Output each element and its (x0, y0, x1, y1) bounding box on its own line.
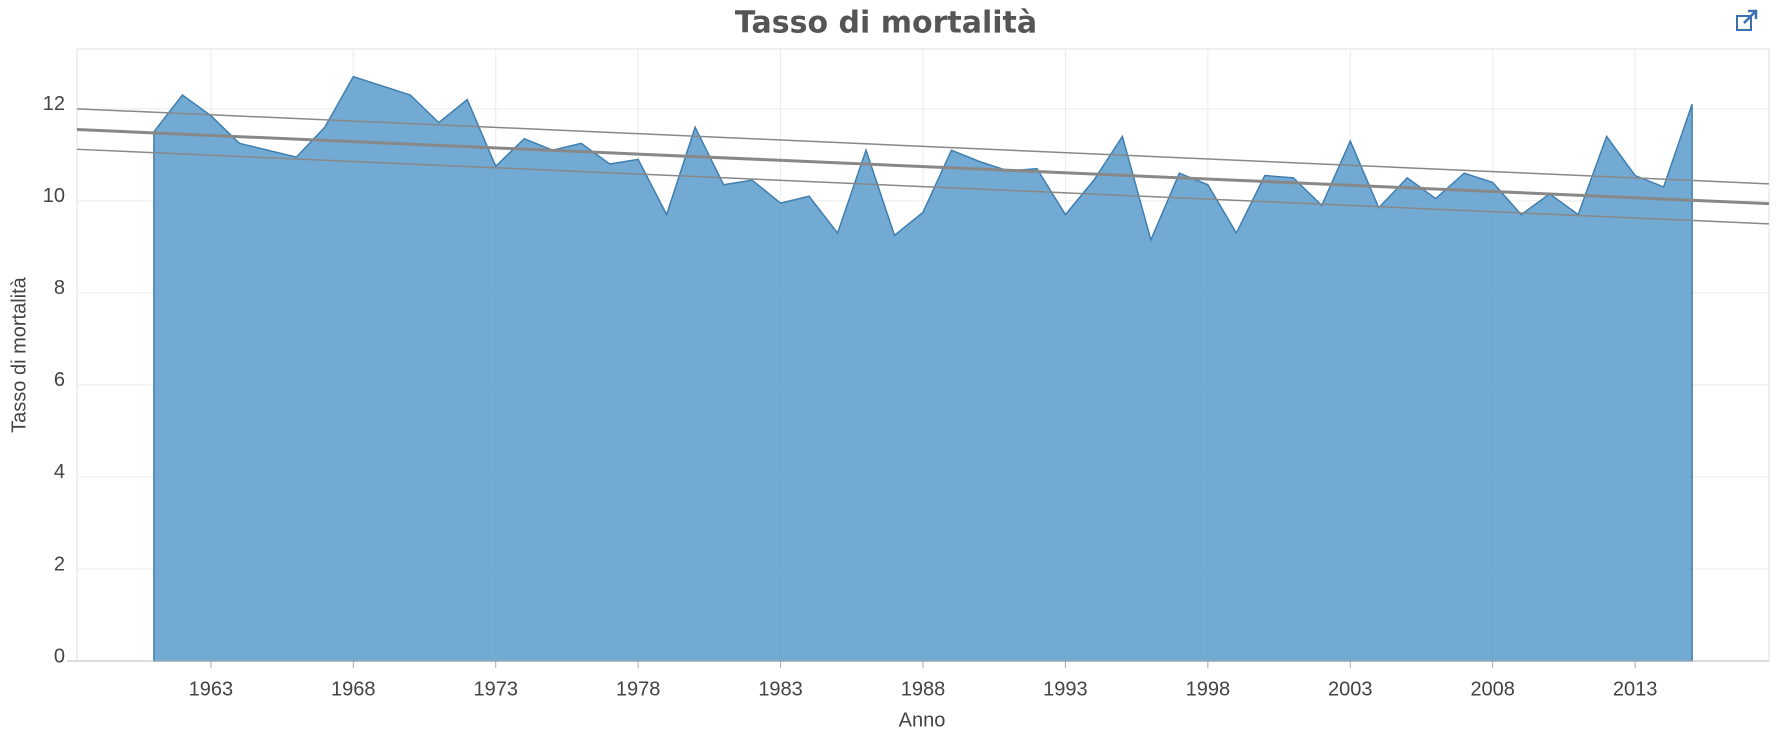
trend-line (76, 148, 1770, 225)
icon-box (1736, 15, 1752, 31)
icon-arrow (1743, 9, 1758, 24)
y-tick-label: 12 (43, 93, 65, 115)
trend-line (76, 108, 1770, 185)
y-tick-label: 0 (54, 645, 65, 667)
x-tick-label: 1963 (189, 678, 234, 700)
x-tick-label: 2003 (1328, 678, 1373, 700)
chart-title: Tasso di mortalità (735, 6, 1037, 41)
x-tick-label: 1973 (473, 678, 518, 700)
y-tick-label: 10 (43, 185, 65, 207)
y-axis-title: Tasso di mortalità (8, 276, 30, 432)
y-tick-label: 6 (54, 369, 65, 391)
y-tick-label: 4 (54, 461, 65, 483)
x-axis-title: Anno (899, 709, 946, 731)
x-tick-label: 1968 (331, 678, 376, 700)
x-tick-label: 1988 (901, 678, 946, 700)
y-tick-label: 8 (54, 277, 65, 299)
x-tick-label: 1998 (1186, 678, 1231, 700)
y-tick-label: 2 (54, 553, 65, 575)
x-tick-label: 2008 (1470, 678, 1515, 700)
popout-icon[interactable] (1736, 9, 1758, 31)
x-tick-label: 1983 (758, 678, 803, 700)
area (153, 75, 1693, 662)
x-tick-label: 2013 (1613, 678, 1658, 700)
x-tick-label: 1978 (616, 678, 661, 700)
trend-line (76, 128, 1770, 206)
x-tick-label: 1993 (1043, 678, 1088, 700)
